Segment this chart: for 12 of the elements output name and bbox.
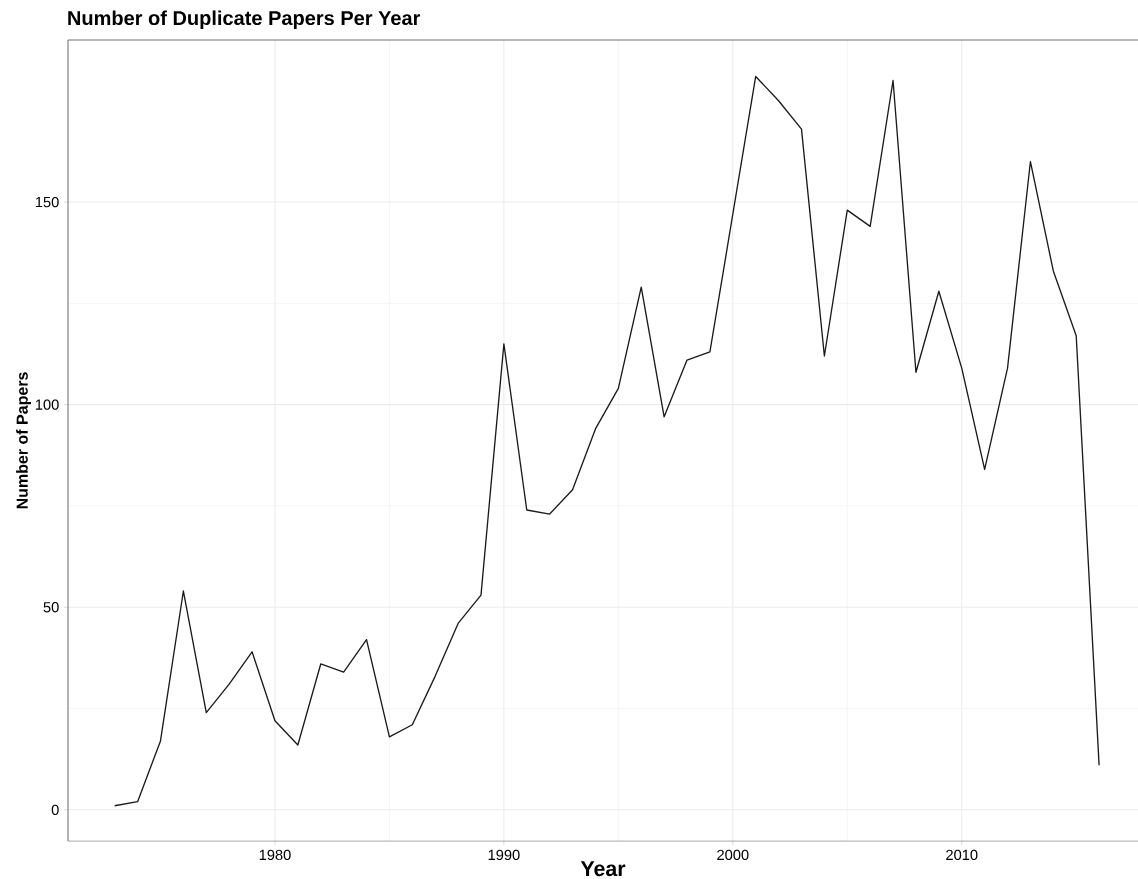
x-tick-label: 2010 — [946, 849, 978, 861]
line-series — [114, 75, 1100, 807]
chart-title: Number of Duplicate Papers Per Year — [68, 10, 421, 30]
y-tick-label: 50 — [43, 602, 59, 613]
y-tick-label: 150 — [35, 196, 59, 208]
x-axis-title: Year — [580, 861, 626, 877]
y-axis-title: Number of Papers — [16, 372, 31, 509]
y-tick-label: 100 — [35, 399, 59, 410]
y-tick-label: 0 — [51, 804, 59, 815]
x-tick-label: 2000 — [717, 849, 749, 861]
x-tick-label: 1990 — [488, 849, 520, 861]
x-tick-label: 1980 — [259, 849, 291, 861]
